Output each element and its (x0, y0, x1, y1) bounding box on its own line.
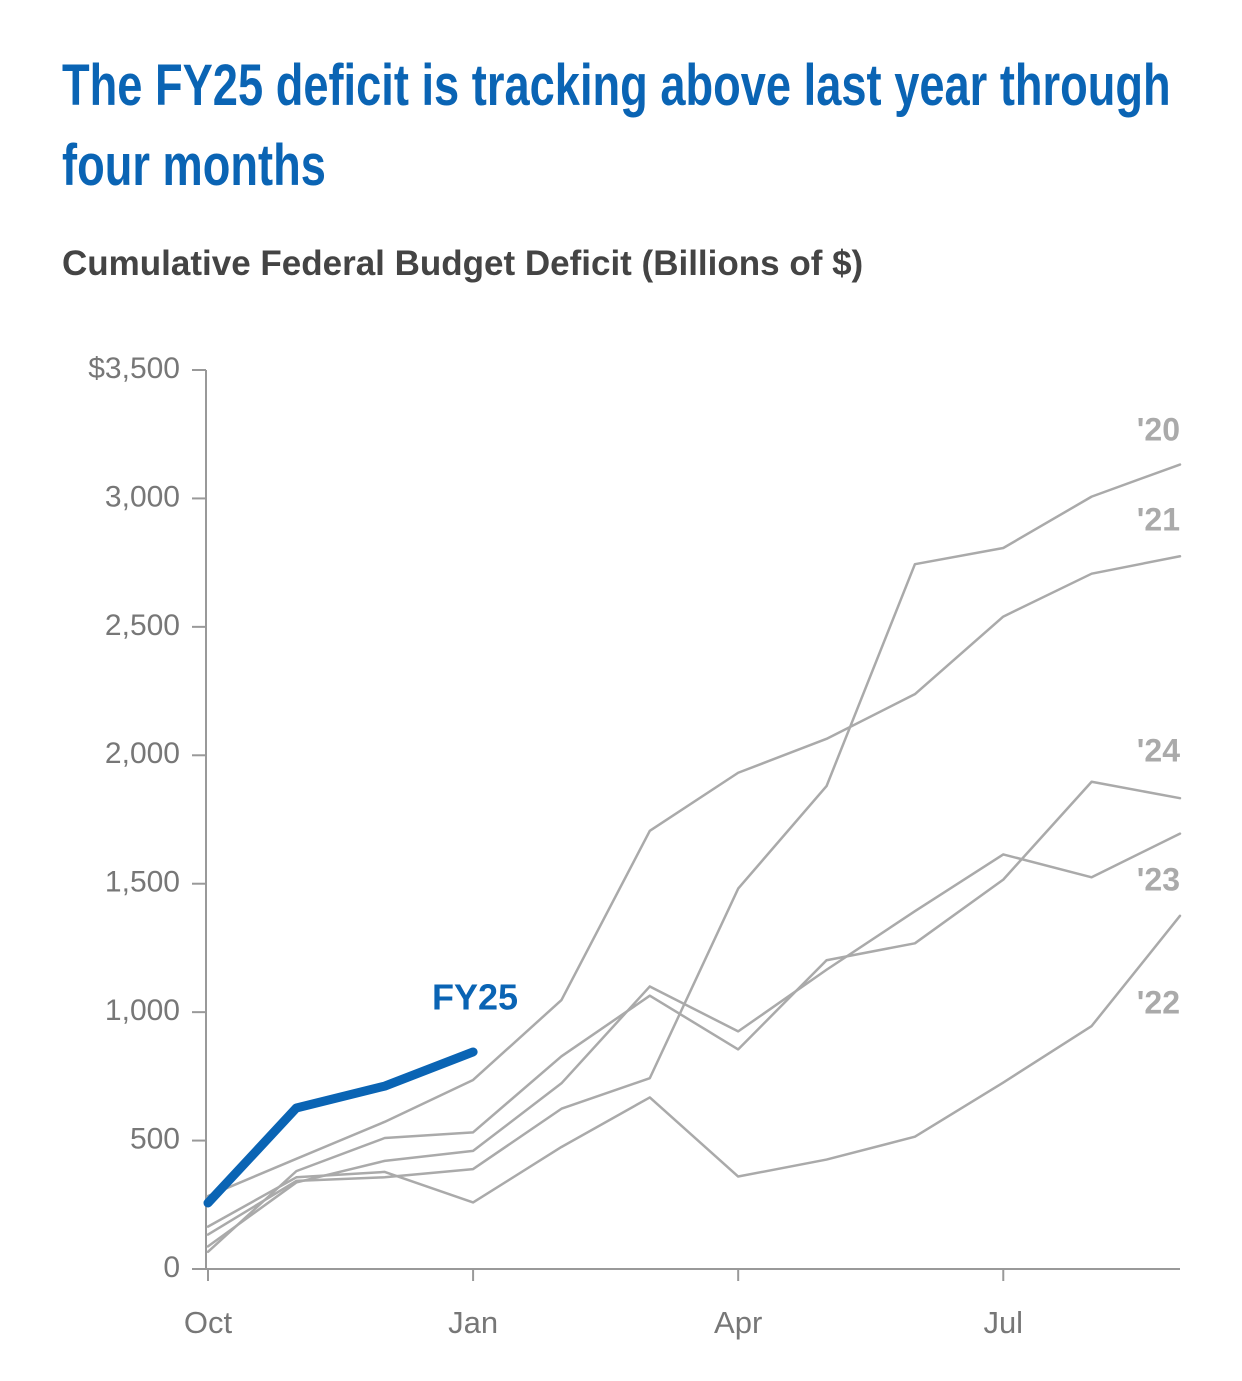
line (206, 780, 1182, 1254)
chart-title: The FY25 deficit is tracking above last … (62, 53, 1171, 198)
x-tick-label: Oct (184, 1305, 233, 1340)
y-tick-label: 0 (163, 1251, 180, 1284)
series-label: '23 (1137, 861, 1180, 897)
x-tick-label: Jul (983, 1305, 1023, 1340)
series-label: '24 (1137, 732, 1180, 768)
y-tick-label: 1,000 (105, 994, 180, 1027)
series-label: FY25 (432, 977, 518, 1018)
line (206, 463, 1182, 1236)
series-label: '20 (1137, 411, 1180, 447)
line (206, 914, 1182, 1228)
x-tick-label: Jan (448, 1305, 498, 1340)
line (206, 554, 1182, 1198)
y-tick-label: $3,500 (88, 352, 180, 385)
y-tick-label: 2,500 (105, 609, 180, 642)
y-tick-label: 1,500 (105, 866, 180, 899)
highlight-line (203, 1047, 478, 1208)
y-tick-label: 2,000 (105, 737, 180, 770)
x-tick-label: Apr (714, 1305, 762, 1340)
series-label: '22 (1137, 984, 1180, 1020)
y-tick-label: 500 (130, 1122, 180, 1155)
y-tick-label: 3,000 (105, 480, 180, 513)
chart-subtitle: Cumulative Federal Budget Deficit (Billi… (62, 244, 864, 283)
series-label: '21 (1137, 501, 1180, 537)
line (206, 832, 1182, 1248)
